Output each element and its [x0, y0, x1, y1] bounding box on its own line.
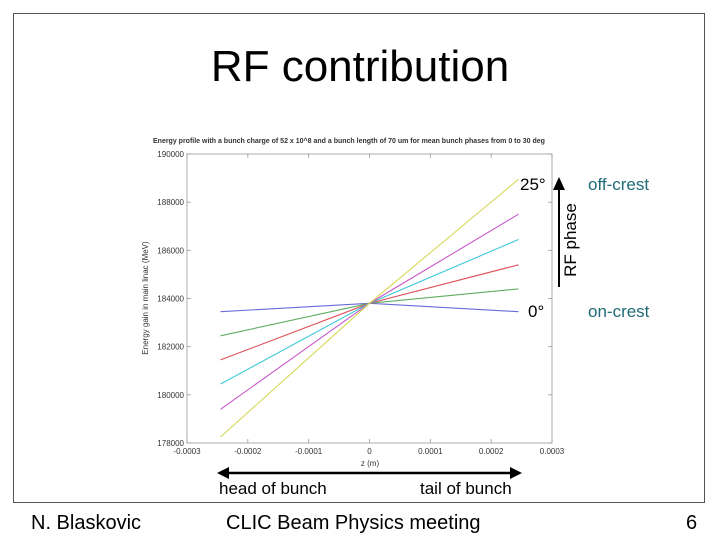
- head-arrowhead: [217, 467, 229, 479]
- tail-arrowhead: [510, 467, 522, 479]
- y-tick-label: 186000: [157, 246, 184, 255]
- tail-of-bunch-label: tail of bunch: [420, 479, 512, 498]
- x-tick-label: 0: [367, 447, 372, 456]
- head-of-bunch-label: head of bunch: [219, 479, 327, 498]
- rf-phase-arrowhead: [553, 177, 565, 190]
- footer-page-number: 6: [686, 512, 698, 534]
- series-line-2: [220, 288, 519, 337]
- series-line-5: [220, 213, 519, 410]
- phase-min-label: 0°: [528, 302, 545, 321]
- x-tick-label: 0.0003: [540, 447, 565, 456]
- y-axis-label: Energy gain in main linac (MeV): [141, 241, 150, 355]
- footer-author: N. Blaskovic: [31, 512, 142, 534]
- off-crest-label: off-crest: [588, 175, 650, 194]
- y-tick-label: 178000: [157, 439, 184, 448]
- x-axis-ticks: -0.0003 -0.0002 -0.0001 0 0.0001 0.0002 0.0003: [173, 154, 565, 456]
- series-line-4: [220, 238, 519, 385]
- chart-title: Energy profile with a bunch charge of 52…: [153, 137, 545, 145]
- y-tick-label: 182000: [157, 343, 184, 352]
- x-tick-label: 0.0001: [418, 447, 443, 456]
- y-tick-label: 190000: [157, 150, 184, 159]
- series-line-6: [220, 178, 519, 438]
- x-tick-label: -0.0002: [234, 447, 262, 456]
- series-group: [220, 178, 519, 438]
- rf-phase-label: RF phase: [561, 203, 580, 277]
- on-crest-label: on-crest: [588, 302, 650, 321]
- x-tick-label: -0.0001: [295, 447, 323, 456]
- series-line-1: [220, 302, 519, 313]
- footer-event: CLIC Beam Physics meeting: [226, 512, 481, 534]
- slide-frame: [13, 13, 705, 503]
- x-axis-label: z (m): [361, 459, 380, 468]
- slide-title: RF contribution: [210, 42, 510, 91]
- x-tick-label: -0.0003: [173, 447, 201, 456]
- phase-max-label: 25°: [520, 175, 546, 194]
- y-tick-label: 180000: [157, 391, 184, 400]
- y-tick-label: 188000: [157, 198, 184, 207]
- y-axis-ticks: 178000 180000 182000 184000 186000 188000 1900…: [157, 150, 552, 448]
- x-tick-label: 0.0002: [479, 447, 504, 456]
- series-line-3: [220, 264, 519, 361]
- y-tick-label: 184000: [157, 295, 184, 304]
